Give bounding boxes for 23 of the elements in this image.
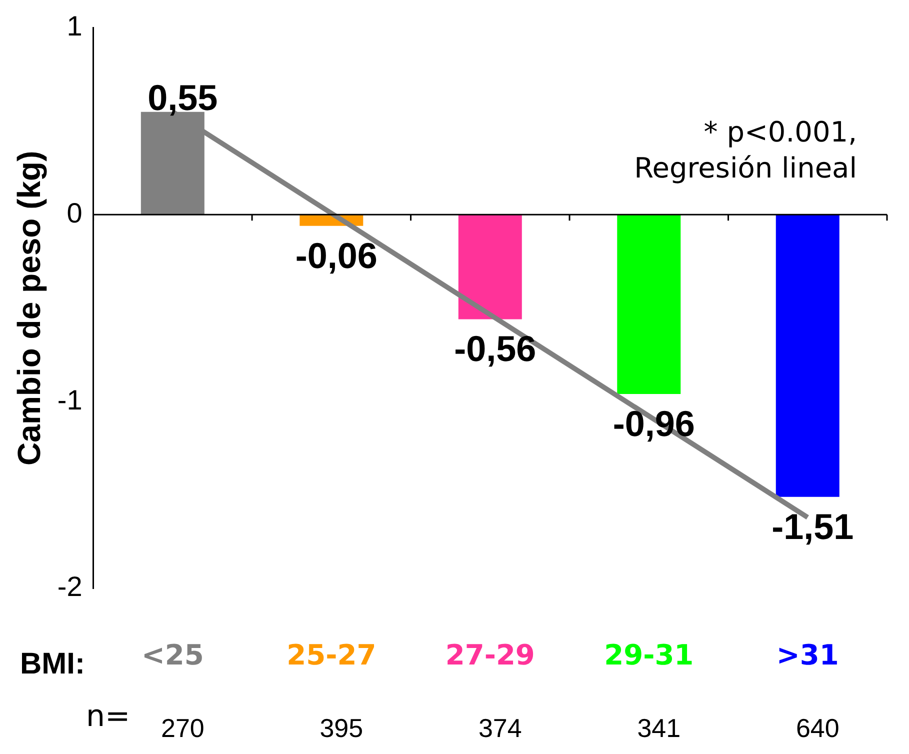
text: 374 xyxy=(478,713,522,744)
data-label: -0,06 xyxy=(295,234,378,276)
data-label: -0,56 xyxy=(454,328,536,370)
y-tick-label: -1 xyxy=(57,384,82,416)
text: 395 xyxy=(320,713,364,744)
text: n= xyxy=(86,698,130,734)
data-label: -0,96 xyxy=(612,402,695,444)
annotation: * p<0.001, Regresión lineal xyxy=(634,115,857,184)
x-axis-title: BMI: xyxy=(20,647,85,680)
x-tick-label: 25-27 xyxy=(286,638,376,672)
y-tick-label: -2 xyxy=(57,571,82,602)
x-tick-label: >31 xyxy=(776,638,839,672)
y-tick-label: 0 xyxy=(66,197,82,228)
text: 640 xyxy=(796,713,840,744)
y-axis-title: Cambio de peso (kg) xyxy=(11,150,48,466)
data-label: -1,51 xyxy=(772,506,854,547)
text: 270 xyxy=(160,713,204,744)
x-tick-label: 29-31 xyxy=(604,638,694,672)
data-label: 0,55 xyxy=(148,76,218,118)
x-tick-label: 27-29 xyxy=(445,638,535,672)
text: 341 xyxy=(637,713,681,744)
x-tick-label: <25 xyxy=(141,638,204,672)
y-tick-label: 1 xyxy=(66,10,82,42)
